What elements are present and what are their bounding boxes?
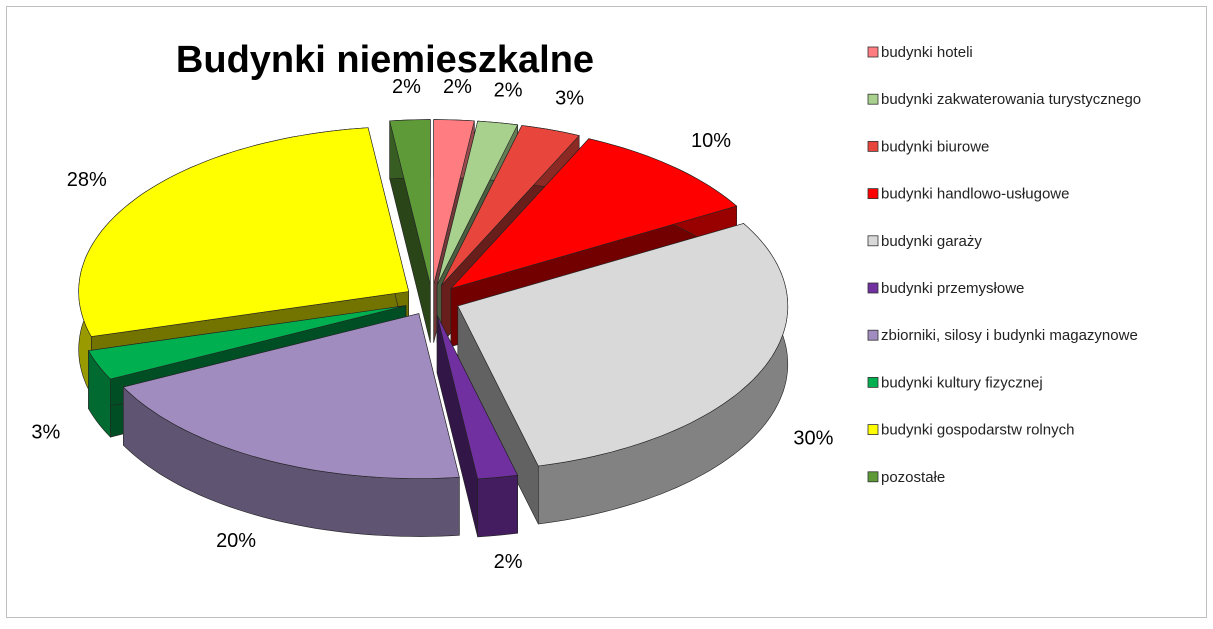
slice-top (457, 223, 789, 467)
data-label: 2% (494, 551, 523, 573)
legend-swatch (867, 471, 879, 483)
pie-slice (122, 313, 460, 537)
legend-swatch (867, 140, 879, 152)
pie-slice (436, 314, 519, 538)
legend-label: budynki zakwaterowania turystycznego (881, 91, 1141, 108)
slice-top (389, 119, 431, 285)
pie-slice (457, 222, 789, 525)
slice-top (436, 120, 519, 286)
legend-label: budynki hoteli (881, 44, 973, 61)
legend-label: zbiorniki, silosy i budynki magazynowe (881, 327, 1138, 344)
slice-top (78, 127, 410, 337)
data-label: 3% (31, 422, 60, 444)
legend-swatch (867, 188, 879, 200)
data-label: 3% (555, 88, 584, 110)
slice-top (441, 125, 580, 286)
slice-top (122, 313, 460, 479)
data-label: 10% (691, 130, 731, 152)
pie-slice (389, 119, 431, 343)
legend-swatch (867, 235, 879, 247)
legend-swatch (867, 282, 879, 294)
legend-label: budynki gospodarstw rolnych (881, 422, 1074, 439)
data-label: 28% (67, 169, 107, 191)
chart-title: Budynki niemieszkalne (176, 39, 594, 81)
legend-swatch (867, 424, 879, 436)
slice-top (433, 119, 475, 285)
legend-label: budynki przemysłowe (881, 280, 1024, 297)
legend-label: pozostałe (881, 469, 945, 486)
data-label: 2% (392, 76, 421, 98)
slice-top (88, 305, 406, 380)
data-label: 2% (494, 79, 523, 101)
slice-top (449, 138, 738, 290)
slice-top (436, 314, 519, 480)
data-label: 20% (216, 530, 256, 552)
data-label: 30% (793, 428, 833, 450)
legend-swatch (867, 93, 879, 105)
legend-swatch (867, 329, 879, 341)
legend-swatch (867, 46, 879, 58)
legend-label: budynki handlowo-usługowe (881, 186, 1069, 203)
legend-swatch (867, 376, 879, 388)
legend-label: budynki kultury fizycznej (881, 374, 1043, 391)
legend-label: budynki biurowe (881, 138, 989, 155)
data-label: 2% (443, 76, 472, 98)
slice-wall (477, 474, 518, 538)
legend-label: budynki garaży (881, 233, 982, 250)
